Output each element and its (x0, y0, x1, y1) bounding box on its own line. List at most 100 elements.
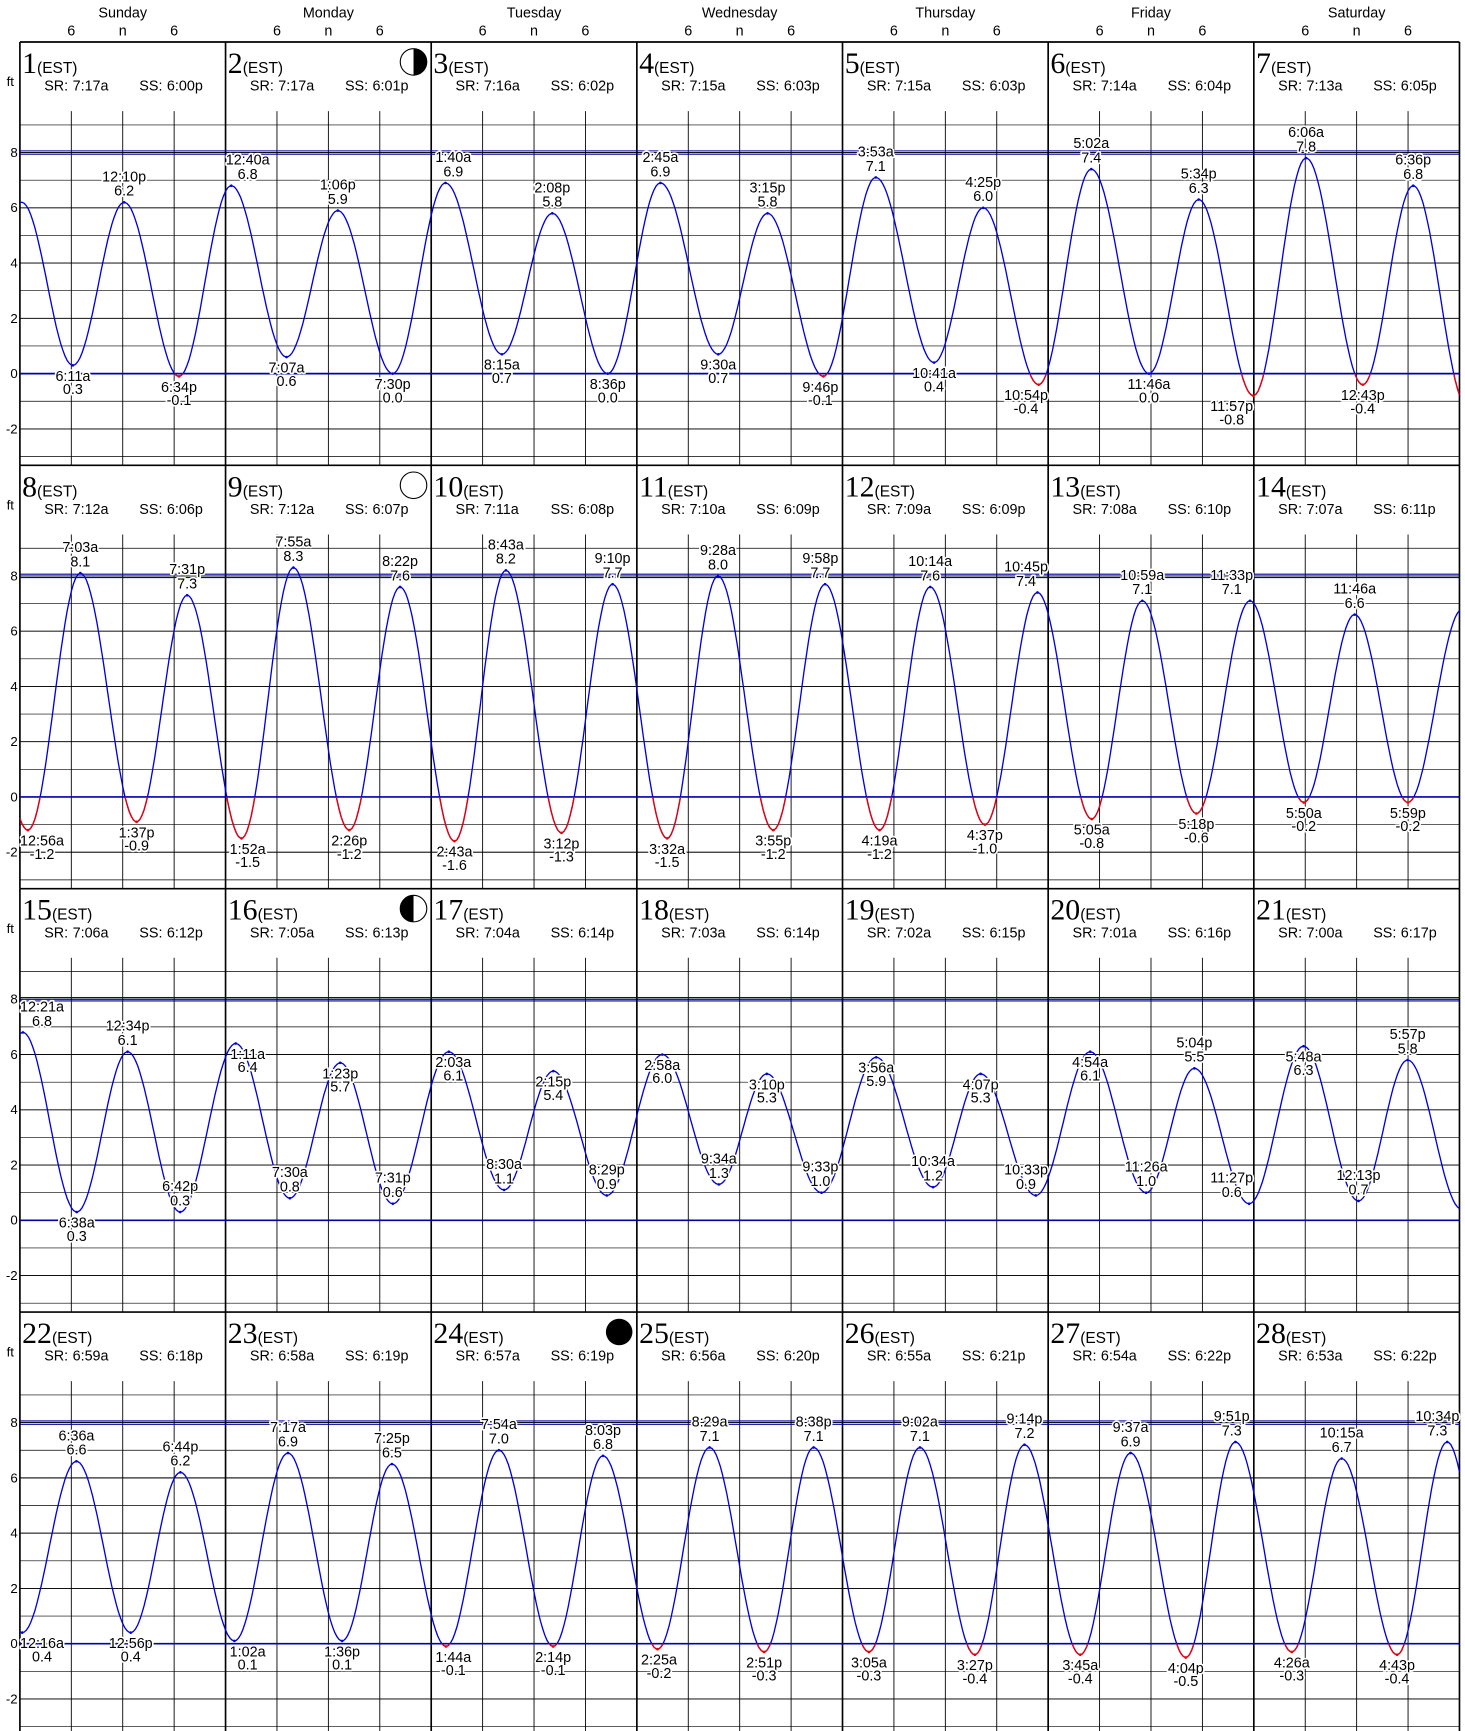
day-header: 21(EST) (1256, 894, 1326, 927)
y-tick-label: 0 (10, 1213, 17, 1228)
sunrise-time: 7:16a (484, 79, 520, 95)
extreme-height: 6.8 (238, 167, 258, 183)
extreme-time: 12:13p (1337, 1168, 1381, 1184)
day-header: 4(EST) (639, 47, 694, 80)
extreme-height: 7.1 (1222, 582, 1242, 598)
hour-label: n (1147, 23, 1155, 39)
sunset: SS: 6:19p (551, 1349, 615, 1365)
sunrise-label: SR: (456, 502, 480, 518)
sunset: SS: 6:15p (962, 925, 1026, 941)
hour-label: 6 (581, 23, 589, 39)
sunset-time: 6:18p (167, 1349, 203, 1365)
extreme-height: 7.3 (1222, 1423, 1242, 1439)
extreme-height: 0.6 (1222, 1185, 1242, 1201)
extreme-time: 5:18p (1178, 817, 1214, 833)
extreme-time: 4:19a (862, 834, 898, 850)
day-number: 7 (1256, 47, 1271, 80)
sunrise-time: 7:17a (278, 79, 314, 95)
sunrise-time: 7:03a (690, 925, 726, 941)
extreme-point (391, 372, 394, 375)
sunrise-time: 6:54a (1101, 1349, 1137, 1365)
extreme-time: 12:34p (106, 1019, 150, 1035)
moon-shade (413, 48, 427, 76)
extreme-point (605, 1194, 609, 1197)
extreme-time: 1:37p (119, 825, 155, 841)
sunset-time: 6:19p (373, 1349, 409, 1365)
extreme-point (75, 1459, 78, 1463)
day-header: 1(EST) (22, 47, 77, 80)
tide-curve (19, 567, 1460, 842)
unit-label: ft (7, 1344, 15, 1359)
day-header: 7(EST) (1256, 47, 1311, 80)
extreme-height: 6.9 (1121, 1434, 1141, 1450)
sunset: SS: 6:07p (345, 502, 409, 518)
sunset-label: SS: (345, 502, 368, 518)
extreme-point (973, 1653, 977, 1657)
hour-label: 6 (376, 23, 384, 39)
extreme-point (771, 828, 775, 832)
sunset-label: SS: (345, 1349, 368, 1365)
extreme-time: 10:33p (1004, 1162, 1048, 1178)
sunrise-label: SR: (44, 79, 68, 95)
extreme-time: 7:25p (374, 1431, 410, 1447)
sunset-label: SS: (756, 79, 779, 95)
hour-label: 6 (1096, 23, 1104, 39)
y-tick-label: -2 (6, 845, 18, 860)
sunrise: SR: 7:04a (456, 925, 520, 941)
extreme-time: 9:34a (701, 1151, 737, 1167)
extreme-height: 7.3 (1427, 1423, 1447, 1439)
extreme-time: 10:45p (1004, 559, 1048, 575)
extreme-time: 9:33p (802, 1160, 838, 1176)
extreme-height: 1.2 (923, 1169, 943, 1185)
sunrise-label: SR: (1278, 502, 1302, 518)
extreme-time: 3:56a (858, 1061, 894, 1077)
day-header: 3(EST) (433, 47, 488, 80)
y-tick-label: 8 (10, 1415, 17, 1430)
extreme-time: 10:54p (1004, 388, 1048, 404)
extreme-point (1406, 1058, 1409, 1062)
zone-label: (EST) (52, 1330, 92, 1347)
zone-label: (EST) (37, 483, 77, 500)
sunrise-label: SR: (456, 925, 480, 941)
extreme-height: 0.7 (492, 371, 512, 387)
day-header: 17(EST) (433, 894, 503, 927)
sunrise-time: 7:04a (484, 925, 520, 941)
extreme-point (812, 1446, 815, 1449)
sunrise-time: 6:58a (278, 1349, 314, 1365)
sunset-label: SS: (551, 79, 574, 95)
zone-label: (EST) (258, 907, 298, 924)
sunrise-label: SR: (1278, 925, 1302, 941)
hour-label: n (530, 23, 538, 39)
sunrise: SR: 7:09a (867, 502, 931, 518)
sunset: SS: 6:09p (756, 502, 820, 518)
extreme-point (665, 837, 669, 840)
extreme-point (78, 571, 82, 575)
day-header: 16(EST) (228, 894, 298, 927)
extreme-time: 2:25a (641, 1653, 677, 1669)
extreme-height: 5.8 (542, 195, 562, 211)
extreme-height: 6.5 (382, 1445, 402, 1461)
day-header: 18(EST) (639, 894, 709, 927)
day-number: 28 (1256, 1317, 1286, 1350)
extreme-point (874, 1055, 878, 1059)
zone-label: (EST) (1080, 1330, 1120, 1347)
extreme-point (286, 1451, 290, 1455)
sunset-time: 6:04p (1195, 79, 1231, 95)
extreme-time: 6:44p (162, 1439, 198, 1455)
day-number: 5 (845, 47, 860, 80)
extreme-time: 4:54a (1072, 1055, 1108, 1071)
extreme-time: 9:14p (1006, 1412, 1042, 1428)
sunset-label: SS: (139, 79, 162, 95)
extreme-height: 0.1 (332, 1658, 352, 1674)
extreme-point (336, 209, 340, 212)
sunrise-label: SR: (456, 79, 480, 95)
sunrise: SR: 7:08a (1072, 502, 1136, 518)
extreme-height: -0.8 (1079, 836, 1104, 852)
y-tick-label: 4 (10, 255, 17, 270)
sunset: SS: 6:14p (551, 925, 615, 941)
y-tick-label: 8 (10, 992, 17, 1007)
extreme-time: 9:30a (700, 358, 736, 374)
extreme-point (1248, 599, 1252, 603)
hour-label: 6 (684, 23, 692, 39)
